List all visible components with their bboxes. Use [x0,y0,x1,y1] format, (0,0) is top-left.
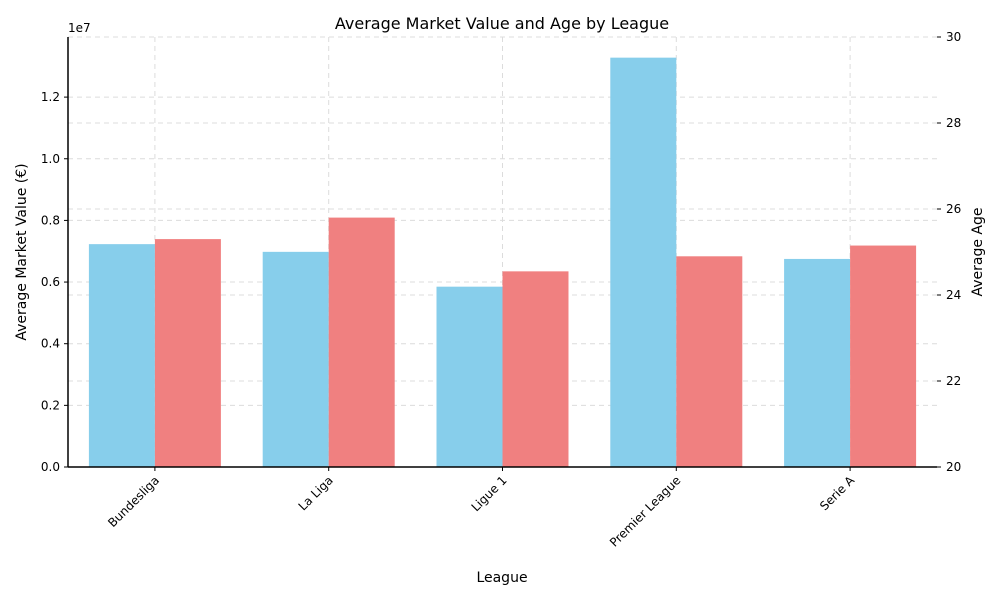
chart-title: Average Market Value and Age by League [335,14,669,33]
y-tick-right-label-3: 26 [946,202,961,216]
y-axis-left-multiplier: 1e7 [68,21,91,35]
y-tick-left-label-1: 0.2 [41,398,60,412]
bars-layer [88,57,917,467]
y-tick-right-label-2: 24 [946,288,961,302]
x-tick-label-ligue-1: Ligue 1 [469,473,510,514]
y-tick-left-label-6: 1.2 [41,90,60,104]
x-axis-label: League [476,570,527,586]
y-tick-left-label-0: 0.0 [41,460,60,474]
y-tick-right-label-5: 30 [946,30,961,44]
bar-left-la-liga [262,251,329,467]
bar-right-bundesliga [154,239,221,467]
x-tick-label-bundesliga: Bundesliga [105,473,162,530]
labels-layer: Average Market Value and Age by League L… [14,14,986,586]
y-tick-left-label-4: 0.8 [41,213,60,227]
y-axis-left-label: Average Market Value (€) [14,163,30,340]
bar-right-serie-a [850,245,917,467]
bar-left-ligue-1 [436,286,503,467]
y-tick-left-label-2: 0.4 [41,337,60,351]
y-tick-right-label-0: 20 [946,460,961,474]
x-tick-label-premier-league: Premier League [607,473,683,549]
bar-right-la-liga [328,217,395,467]
bar-left-premier-league [610,57,677,467]
y-axis-right-label: Average Age [970,207,986,296]
y-tick-left-label-3: 0.6 [41,275,60,289]
x-tick-label-la-liga: La Liga [296,473,336,513]
bar-right-ligue-1 [502,271,569,467]
x-tick-label-serie-a: Serie A [817,473,858,514]
bar-left-serie-a [784,258,851,467]
y-tick-right-label-4: 28 [946,116,961,130]
y-tick-right-label-1: 22 [946,374,961,388]
y-tick-left-label-5: 1.0 [41,152,60,166]
bar-right-premier-league [676,256,743,467]
bar-left-bundesliga [88,244,155,467]
